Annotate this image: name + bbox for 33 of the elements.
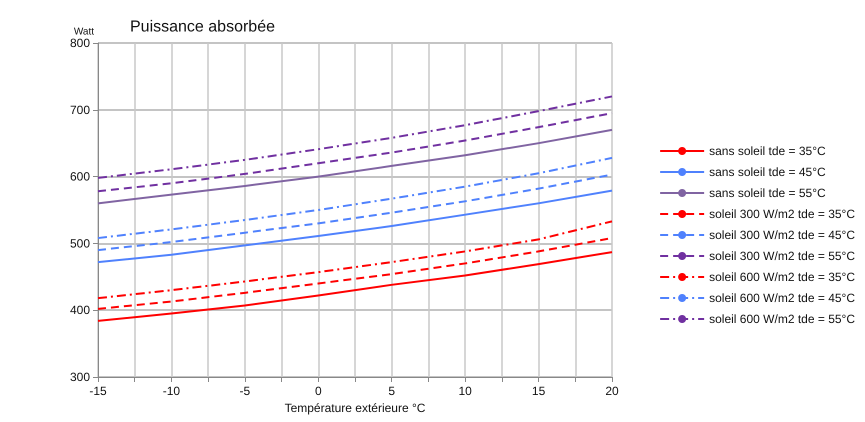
legend-label: soleil 600 W/m2 tde = 45°C: [709, 291, 856, 305]
y-tick-label: 800: [70, 36, 90, 50]
x-tick-label: 10: [458, 384, 472, 398]
legend-label: soleil 600 W/m2 tde = 35°C: [709, 270, 856, 284]
line-series: [97, 220, 613, 300]
line-series: [97, 251, 613, 322]
line-series: [97, 95, 613, 179]
x-tick-label: -5: [240, 384, 251, 398]
y-tick-label: 700: [70, 102, 90, 117]
legend-label: soleil 300 W/m2 tde = 35°C: [709, 207, 856, 221]
legend-label: sans soleil tde = 45°C: [709, 165, 826, 179]
x-tick-label: 20: [605, 384, 619, 398]
x-tick-label: 0: [314, 384, 322, 398]
y-tick-label: 400: [70, 303, 90, 318]
y-tick-label: 500: [70, 236, 90, 250]
line-series: [97, 128, 613, 204]
x-axis-title: Température extérieure °C: [284, 400, 426, 415]
legend-label: sans soleil tde = 55°C: [709, 186, 826, 200]
legend-label: soleil 300 W/m2 tde = 55°C: [709, 249, 856, 263]
line-series: [97, 156, 613, 240]
legend-label: soleil 300 W/m2 tde = 45°C: [709, 228, 856, 242]
legend-label: sans soleil tde = 35°C: [709, 144, 826, 158]
x-tick-label: -15: [89, 384, 107, 398]
chart-title: Puissance absorbée: [130, 18, 276, 36]
x-tick-label: -10: [162, 384, 180, 398]
x-tick-label: 15: [532, 384, 546, 398]
line-series: [97, 112, 613, 192]
y-tick-label: 600: [70, 170, 90, 184]
y-tick-label: 300: [70, 370, 90, 384]
x-tick-label: 5: [388, 384, 396, 398]
y-axis-title: Watt: [74, 26, 94, 38]
line-series: [97, 190, 613, 264]
legend-label: soleil 600 W/m2 tde = 55°C: [709, 312, 856, 326]
